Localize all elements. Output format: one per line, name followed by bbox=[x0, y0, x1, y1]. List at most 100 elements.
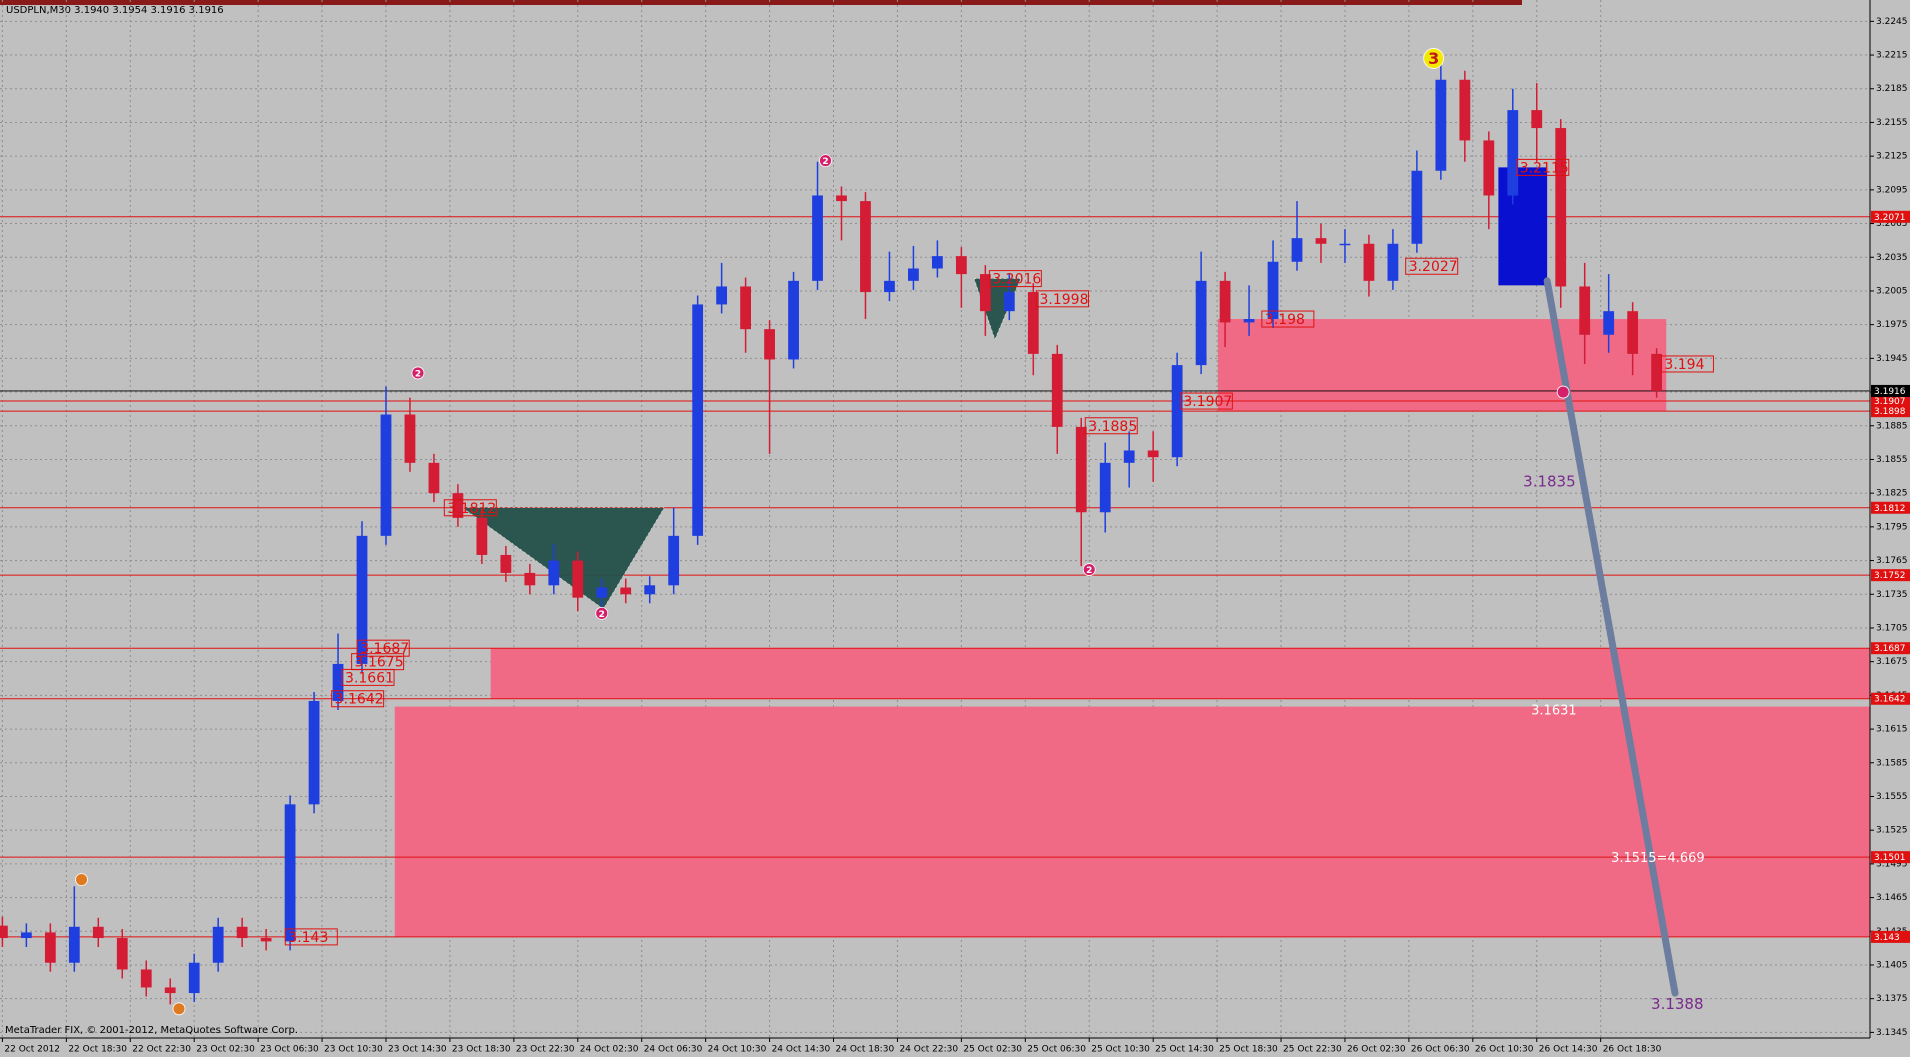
candle-body bbox=[1291, 238, 1303, 262]
candle-body bbox=[1507, 110, 1519, 196]
level-axis-box bbox=[1871, 405, 1910, 418]
marker bbox=[75, 873, 88, 887]
y-tick-label: 3.2215 bbox=[1876, 51, 1908, 61]
price-label: 3.2016 bbox=[992, 272, 1041, 288]
x-tick-label: 24 Oct 02:30 bbox=[580, 1045, 639, 1055]
candle-body bbox=[1243, 319, 1255, 323]
bid-axis-box bbox=[1871, 384, 1910, 397]
candle-body bbox=[1483, 140, 1495, 196]
x-tick-label: 26 Oct 18:30 bbox=[1603, 1045, 1662, 1055]
level-axis-label: 3.1687 bbox=[1874, 644, 1906, 654]
price-label-box bbox=[331, 690, 385, 708]
footer: MetaTrader FIX, © 2001-2012, MetaQuotes … bbox=[5, 1025, 298, 1036]
y-tick-label: 3.2245 bbox=[1876, 17, 1908, 27]
candle-body bbox=[44, 932, 56, 963]
x-tick-label: 25 Oct 10:30 bbox=[1091, 1045, 1150, 1055]
candle-body bbox=[1195, 280, 1207, 366]
x-tick-label: 23 Oct 06:30 bbox=[260, 1045, 319, 1055]
price-label-box bbox=[443, 499, 497, 517]
y-tick-label: 3.1795 bbox=[1876, 522, 1908, 532]
x-tick-label: 26 Oct 10:30 bbox=[1475, 1045, 1534, 1055]
zone bbox=[1217, 319, 1667, 412]
price-label-box bbox=[1405, 257, 1459, 275]
candle-body bbox=[644, 585, 656, 595]
y-tick-label: 3.1705 bbox=[1876, 623, 1908, 633]
y-tick-label: 3.2005 bbox=[1876, 286, 1908, 296]
candle-body bbox=[740, 286, 751, 330]
level-axis-box bbox=[1871, 395, 1910, 408]
marker bbox=[1556, 385, 1570, 399]
level-axis-box bbox=[1871, 569, 1910, 582]
price-label: 3.2027 bbox=[1409, 259, 1458, 275]
y-tick-label: 3.1525 bbox=[1876, 826, 1908, 836]
y-tick-label: 3.1345 bbox=[1876, 1028, 1908, 1038]
candle-body bbox=[1651, 353, 1663, 391]
candle-body bbox=[596, 587, 608, 598]
y-tick-label: 3.1405 bbox=[1876, 960, 1908, 970]
y-tick-label: 3.1735 bbox=[1876, 590, 1908, 600]
candle-body bbox=[1003, 292, 1015, 312]
candle-body bbox=[1315, 238, 1327, 244]
candle-body bbox=[476, 517, 488, 555]
candle-body bbox=[979, 274, 991, 312]
x-tick-label: 22 Oct 18:30 bbox=[68, 1045, 127, 1055]
price-label-box bbox=[1179, 392, 1233, 410]
candle-body bbox=[116, 938, 128, 970]
x-tick-label: 24 Oct 22:30 bbox=[899, 1045, 958, 1055]
candle-body bbox=[308, 700, 320, 805]
price-label-box bbox=[284, 928, 338, 946]
candle-body bbox=[380, 414, 392, 536]
y-tick-label: 3.2125 bbox=[1876, 152, 1908, 162]
candle-body bbox=[500, 554, 512, 573]
price-label: 3.194 bbox=[1664, 357, 1704, 373]
candle-body bbox=[1411, 170, 1423, 244]
candle-body bbox=[548, 560, 560, 586]
marker-label: 2 bbox=[1086, 566, 1092, 576]
candle-body bbox=[1603, 311, 1615, 335]
zone bbox=[394, 706, 1870, 937]
zone bbox=[490, 648, 1871, 699]
candle-body bbox=[1387, 243, 1399, 281]
level-axis-label: 3.1898 bbox=[1874, 407, 1906, 417]
marker bbox=[172, 1002, 186, 1016]
level-axis-box bbox=[1871, 851, 1910, 864]
x-tick-label: 26 Oct 06:30 bbox=[1411, 1045, 1470, 1055]
level-axis-box bbox=[1871, 642, 1910, 655]
x-tick-label: 23 Oct 14:30 bbox=[388, 1045, 447, 1055]
candle-body bbox=[836, 195, 847, 202]
price-label-box bbox=[1035, 290, 1089, 308]
level-axis-box bbox=[1871, 930, 1910, 943]
candle-body bbox=[932, 256, 943, 269]
x-tick-label: 26 Oct 02:30 bbox=[1347, 1045, 1406, 1055]
y-tick-label: 3.1375 bbox=[1876, 994, 1908, 1004]
chart-title: USDPLN,M30 3.1940 3.1954 3.1916 3.1916 bbox=[6, 5, 224, 16]
x-tick-label: 25 Oct 18:30 bbox=[1219, 1045, 1278, 1055]
level-axis-label: 3.1642 bbox=[1874, 695, 1906, 705]
price-label-box bbox=[1516, 158, 1570, 176]
top-bar bbox=[0, 0, 1522, 5]
y-tick-label: 3.1855 bbox=[1876, 455, 1908, 465]
candle-body bbox=[1123, 450, 1135, 463]
bid-axis-label: 3.1916 bbox=[1874, 387, 1906, 397]
level-axis-label: 3.1907 bbox=[1874, 397, 1906, 407]
x-tick-label: 25 Oct 02:30 bbox=[963, 1045, 1022, 1055]
candle-body bbox=[572, 560, 584, 598]
price-label: 3.198 bbox=[1265, 312, 1305, 328]
price-label-box bbox=[1660, 355, 1714, 373]
candle-body bbox=[1531, 110, 1543, 129]
candle-body bbox=[884, 280, 895, 293]
price-label: 3.1661 bbox=[345, 670, 394, 686]
candle-body bbox=[92, 926, 104, 939]
y-tick-label: 3.2155 bbox=[1876, 118, 1908, 128]
price-label: 3.1642 bbox=[335, 692, 384, 708]
y-tick-label: 3.1585 bbox=[1876, 758, 1908, 768]
price-label-box bbox=[988, 270, 1042, 288]
marker-label: 2 bbox=[822, 157, 828, 167]
candle-body bbox=[1147, 450, 1159, 458]
candle-body bbox=[284, 804, 296, 942]
x-tick-label: 24 Oct 06:30 bbox=[644, 1045, 703, 1055]
price-label: 3.1907 bbox=[1183, 394, 1232, 410]
candle-body bbox=[1075, 426, 1087, 513]
marker bbox=[411, 366, 425, 380]
